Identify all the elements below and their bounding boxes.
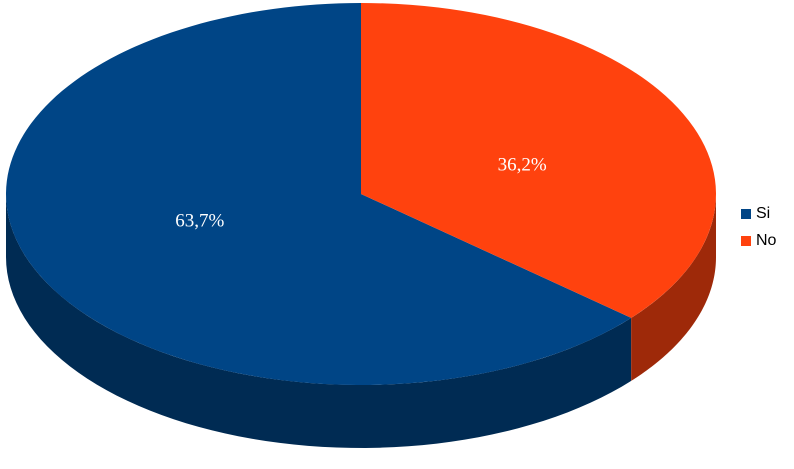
legend-swatch: [741, 209, 751, 219]
legend-swatch: [741, 236, 751, 246]
data-label: 63,7%: [175, 210, 224, 231]
slice-top: [361, 3, 716, 318]
legend-label: Si: [756, 205, 770, 222]
slice-side: [631, 194, 716, 381]
legend-label: No: [756, 232, 777, 249]
slice: [5, 3, 632, 448]
data-label: 36,2%: [498, 154, 547, 175]
slice: [361, 3, 716, 381]
slice-top: [5, 3, 632, 386]
slice-side: [6, 194, 632, 448]
